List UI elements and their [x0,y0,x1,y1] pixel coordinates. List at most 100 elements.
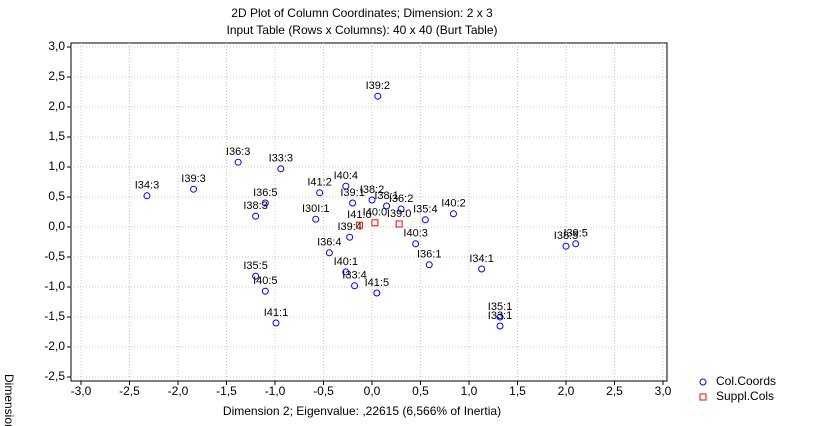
point-label: I38:1 [374,190,398,202]
y-tick-label: -1,0 [44,279,65,293]
legend-marker [699,378,707,386]
point [373,289,381,297]
point [277,165,285,173]
point-label: I41:0 [347,209,371,221]
point [397,205,405,213]
point-label: I38:2 [360,184,384,196]
y-tick-label: -2,0 [44,339,65,353]
point-label: I36:1 [417,249,441,261]
point [349,199,357,207]
y-tick-label: 3,0 [48,39,65,53]
x-tick-label: 1,5 [509,384,526,398]
point-label: I33:3 [269,153,293,165]
x-tick-label: 2,5 [606,384,623,398]
point-label: I36:2 [389,193,413,205]
point-label: I30I:1 [302,203,330,215]
point [261,287,269,295]
point-label: I39:2 [366,80,390,92]
point [342,268,350,276]
point-label: I38:5 [554,230,578,242]
y-tick-label: 1,5 [48,129,65,143]
point-label: I39:0 [387,208,411,220]
point-label: I41:2 [307,177,331,189]
point-label: I39:5 [563,228,587,240]
point [143,192,151,200]
point-label: I33:4 [342,270,366,282]
x-tick-label: 0,0 [364,384,381,398]
y-tick-label: -1,5 [44,309,65,323]
chart-subtitle: Input Table (Rows x Columns): 40 x 40 (B… [226,23,497,37]
point [272,319,280,327]
x-tick-label: 1,0 [461,384,478,398]
point-label: I34:3 [135,180,159,192]
x-tick-label: -1,5 [216,384,237,398]
point [496,322,504,330]
point [368,196,376,204]
point [412,240,420,248]
point [190,185,198,193]
point-label: I40:1 [334,256,358,268]
point-label: I40:0 [363,207,387,219]
point [316,189,324,197]
x-tick-label: 0,5 [412,384,429,398]
point-label: I36:5 [253,187,277,199]
point-label: I41:1 [264,307,288,319]
point-label: I35:4 [413,204,437,216]
x-axis-label: Dimension 2; Eigenvalue: ,22615 (6,566% … [223,404,501,418]
y-tick-label: 0,5 [48,189,65,203]
point [346,233,354,241]
point [252,272,260,280]
legend-label: Col.Coords [716,374,776,388]
point [355,221,363,229]
y-axis-label: Dimension 3 [2,374,16,426]
point [252,212,260,220]
y-tick-label: 0,0 [48,219,65,233]
chart-title: 2D Plot of Column Coordinates; Dimension… [231,6,493,20]
point-label: I35:1 [488,301,512,313]
point-label: I36:3 [226,146,250,158]
point [496,313,504,321]
point [371,219,379,227]
x-tick-label: -0,5 [313,384,334,398]
point-label: I39:3 [181,173,205,185]
plot-frame [70,42,668,382]
point [478,265,486,273]
legend-marker [699,393,707,401]
point [234,158,242,166]
point-label: I38:3 [243,200,267,212]
y-tick-label: 2,0 [48,99,65,113]
point-label: I40:3 [403,228,427,240]
point [421,216,429,224]
x-tick-label: -3,0 [71,384,92,398]
x-tick-label: 2,0 [558,384,575,398]
y-tick-label: 1,0 [48,159,65,173]
point [449,210,457,218]
point-label: I40:2 [441,198,465,210]
x-tick-label: -1,0 [265,384,286,398]
point-label: I33:1 [488,310,512,322]
y-tick-label: -2,5 [44,369,65,383]
x-tick-label: -2,0 [168,384,189,398]
point [312,215,320,223]
point [261,199,269,207]
x-tick-label: -2,5 [119,384,140,398]
point [342,182,350,190]
point [374,92,382,100]
point [425,261,433,269]
y-tick-label: -0,5 [44,249,65,263]
point [572,240,580,248]
point [395,220,403,228]
legend-label: Suppl.Cols [716,389,774,403]
y-tick-label: 2,5 [48,69,65,83]
point [562,242,570,250]
point [351,282,359,290]
point-label: I40:4 [334,170,358,182]
point [383,202,391,210]
point-label: I34:1 [469,253,493,265]
point-label: I41:5 [365,277,389,289]
point [325,249,333,257]
point-label: I39:4 [337,221,361,233]
point-label: I39:1 [340,187,364,199]
point-label: I35:5 [243,260,267,272]
